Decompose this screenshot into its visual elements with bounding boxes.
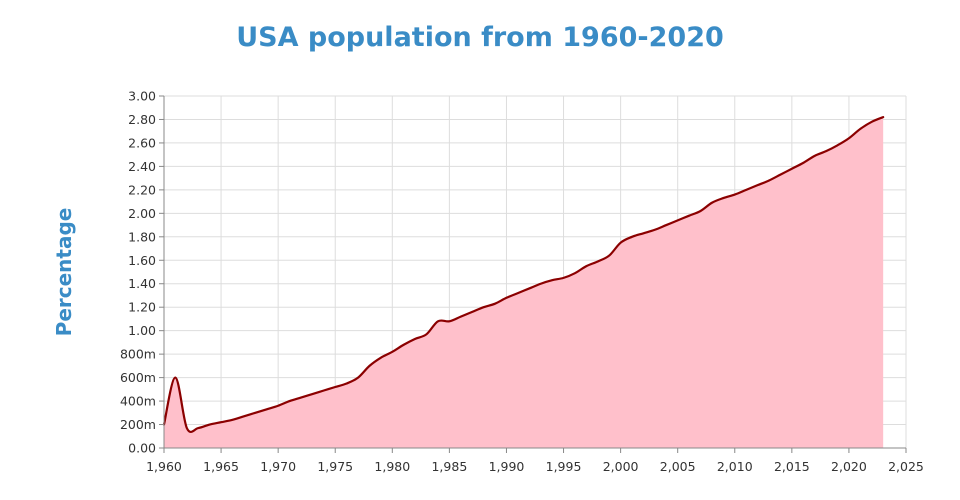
y-tick-label: 1.20: [128, 300, 156, 315]
x-tick-label: 1,985: [431, 459, 467, 474]
x-tick-label: 2,005: [660, 459, 696, 474]
y-tick-label: 2.40: [128, 159, 156, 174]
x-tick-label: 1,990: [489, 459, 525, 474]
x-tick-label: 1,980: [374, 459, 410, 474]
axes: [159, 95, 907, 453]
chart-title: USA population from 1960-2020: [236, 22, 724, 53]
series-area: [162, 116, 885, 449]
x-tick-label: 2,020: [831, 459, 867, 474]
x-tick-label: 1,960: [146, 459, 182, 474]
x-tick-label: 2,015: [774, 459, 810, 474]
x-tick-label: 2,025: [888, 459, 924, 474]
series-line: [162, 116, 885, 433]
y-tick-label: 800m: [120, 347, 156, 362]
x-tick-label: 1,995: [546, 459, 582, 474]
y-tick-label: 2.00: [128, 206, 156, 221]
y-tick-label: 400m: [120, 394, 156, 409]
x-tick-label: 1,975: [317, 459, 353, 474]
x-tick-labels: 1,960 1,965 1,970 1,975 1,980 1,985 1,990 1,995…: [146, 459, 924, 474]
x-tick-label: 1,965: [203, 459, 239, 474]
y-tick-label: 1.40: [128, 276, 156, 291]
y-tick-label: 600m: [120, 370, 156, 385]
y-tick-label: 2.20: [128, 182, 156, 197]
series-area-fill: [164, 117, 884, 449]
y-tick-label: 1.80: [128, 229, 156, 244]
x-tick-label: 1,970: [260, 459, 296, 474]
y-tick-label: 3.00: [128, 89, 156, 104]
y-tick-label: 200m: [120, 417, 156, 432]
y-tick-label: 2.80: [128, 112, 156, 127]
y-tick-label: 0.00: [128, 441, 156, 456]
y-tick-label: 1.60: [128, 253, 156, 268]
x-tick-label: 2,000: [603, 459, 639, 474]
y-tick-label: 1.00: [128, 323, 156, 338]
x-tick-label: 2,010: [717, 459, 753, 474]
y-tick-label: 2.60: [128, 135, 156, 150]
y-tick-labels: 0.00 200m 400m 600m 800m 1.00 1.20 1.40 1.60 1.80…: [120, 89, 156, 456]
